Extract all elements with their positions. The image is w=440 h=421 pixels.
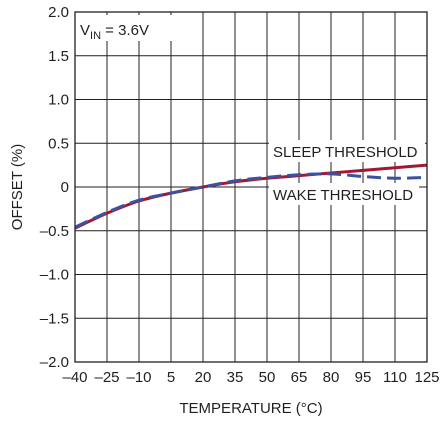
y-tick-label: 0 (61, 179, 69, 196)
y-tick-label: 1.0 (48, 92, 69, 109)
y-tick-labels: 2.0 1.5 1.0 0.5 0 –0.5 –1.0 –1.5 –2.0 (40, 4, 69, 371)
y-tick-label: –1.5 (40, 310, 69, 327)
x-axis-title: TEMPERATURE (°C) (179, 400, 322, 417)
y-tick-label: –0.5 (40, 223, 69, 240)
annotation-box (72, 15, 174, 41)
x-tick-label: –25 (94, 369, 119, 386)
x-tick-label: 80 (323, 369, 340, 386)
series-lines (74, 163, 428, 230)
wake-threshold-label: WAKE THRESHOLD (273, 187, 413, 204)
y-axis-title: OFFSET (%) (9, 144, 26, 230)
y-tick-label: –1.0 (40, 267, 69, 284)
x-tick-label: 20 (195, 369, 212, 386)
x-tick-label: 95 (355, 369, 372, 386)
x-tick-label: –40 (62, 369, 87, 386)
series-line-1 (74, 172, 428, 229)
y-tick-label: –2.0 (40, 354, 69, 371)
x-tick-label: 110 (383, 369, 407, 386)
x-tick-label: 125 (414, 369, 439, 386)
y-tick-label: 1.5 (48, 48, 69, 65)
x-tick-label: 65 (291, 369, 308, 386)
x-tick-label: 5 (167, 369, 175, 386)
y-tick-label: 0.5 (48, 135, 69, 152)
x-tick-label: 50 (259, 369, 276, 386)
wake-label-bg (269, 183, 419, 205)
sleep-threshold-label: SLEEP THRESHOLD (273, 144, 418, 161)
vin-annotation: VIN = 3.6V (80, 22, 149, 42)
x-tick-label: –10 (126, 369, 151, 386)
x-tick-labels: –40 –25 –10 5 20 35 50 65 80 95 110 125 (62, 369, 439, 386)
x-tick-label: 35 (227, 369, 244, 386)
sleep-label-bg (269, 140, 425, 162)
vin-subscript: IN (90, 30, 101, 42)
y-tick-label: 2.0 (48, 4, 69, 21)
plot-frame (74, 11, 428, 363)
